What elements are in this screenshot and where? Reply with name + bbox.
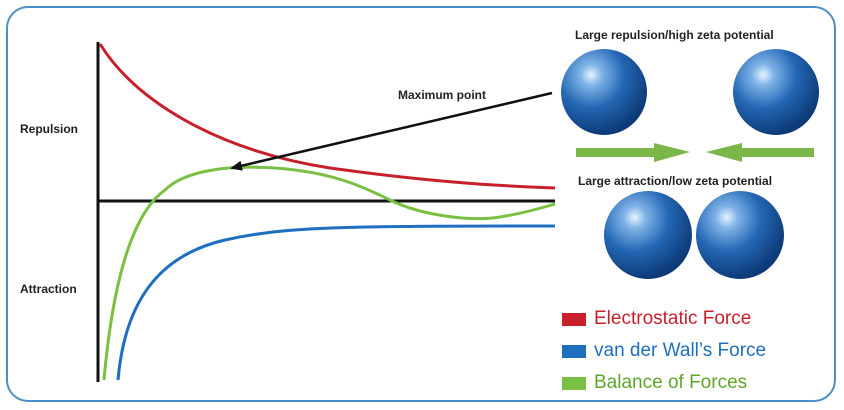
legend-label-electrostatic: Electrostatic Force [594, 308, 752, 329]
repulsion-label: Repulsion [20, 122, 79, 136]
legend: Electrostatic Force van der Wall’s Force… [562, 303, 766, 399]
electrostatic-force-curve [98, 43, 556, 190]
legend-swatch-electrostatic [562, 312, 586, 326]
maximum-point-label: Maximum point [398, 88, 487, 102]
van-der-waals-force-curve [116, 224, 556, 381]
legend-item: Electrostatic Force [562, 303, 766, 335]
legend-swatch-van-der-waals [562, 344, 586, 358]
particle-sphere-top-right [733, 49, 819, 135]
legend-swatch-balance [562, 376, 586, 390]
legend-item: Balance of Forces [562, 367, 766, 399]
particle-sphere-top-left [561, 49, 647, 135]
particle-sphere-bottom-right [696, 191, 784, 279]
maximum-point-arrow [230, 91, 553, 171]
legend-label-balance: Balance of Forces [594, 372, 748, 393]
figure-frame [6, 6, 836, 402]
high-zeta-caption: Large repulsion/high zeta potential [575, 28, 774, 42]
low-zeta-caption: Large attraction/low zeta potential [578, 174, 773, 188]
legend-label-van-der-waals: van der Wall’s Force [594, 340, 767, 361]
approach-arrow-left [706, 143, 814, 162]
balance-of-forces-curve [102, 165, 556, 381]
approach-arrow-right [576, 143, 690, 162]
particle-sphere-bottom-left [604, 191, 692, 279]
attraction-label: Attraction [20, 282, 77, 296]
legend-item: van der Wall’s Force [562, 335, 766, 367]
